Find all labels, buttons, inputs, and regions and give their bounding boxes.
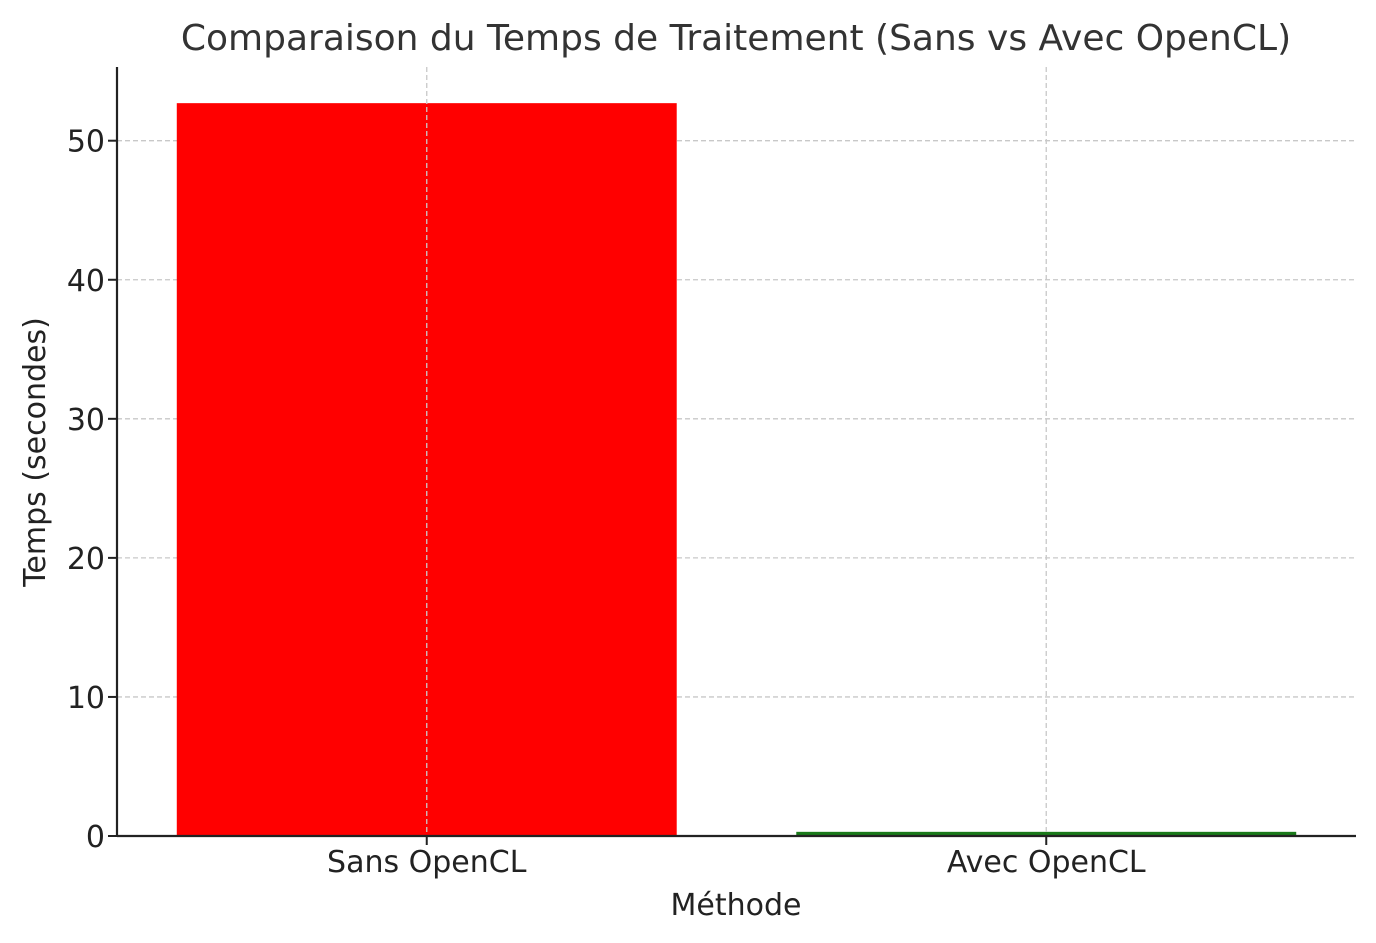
x-tick-label: Sans OpenCL xyxy=(327,845,527,880)
vertical-grid xyxy=(426,67,1047,836)
y-tick-label: 50 xyxy=(67,125,105,160)
y-tick-label: 10 xyxy=(67,681,105,716)
bars xyxy=(176,103,1297,836)
ticks: 0 10 20 30 40 50 Sans OpenCL Avec OpenCL xyxy=(67,125,1146,880)
x-tick-label: Avec OpenCL xyxy=(947,845,1146,880)
y-tick-label: 40 xyxy=(67,264,105,299)
chart-title: Comparaison du Temps de Traitement (Sans… xyxy=(181,18,1291,59)
axes xyxy=(115,67,1356,838)
x-axis-label: Méthode xyxy=(671,888,802,923)
y-axis-label: Temps (secondes) xyxy=(18,317,53,588)
bar xyxy=(796,831,1297,836)
y-tick-label: 20 xyxy=(67,542,105,577)
y-tick-label: 30 xyxy=(67,403,105,438)
y-tick-label: 0 xyxy=(86,820,105,855)
